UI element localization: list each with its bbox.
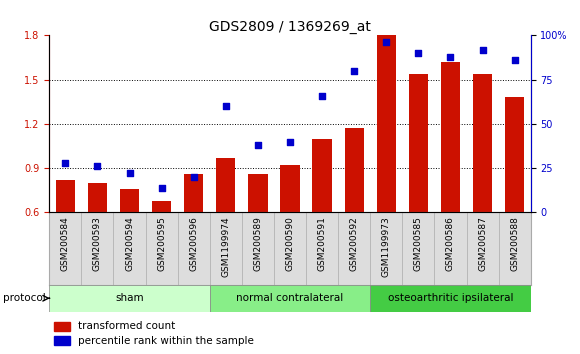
Text: transformed count: transformed count — [78, 321, 175, 331]
Bar — [441, 62, 460, 301]
Bar — [505, 97, 524, 301]
Point — [157, 185, 166, 190]
Bar — [120, 189, 139, 301]
Text: GSM200587: GSM200587 — [478, 216, 487, 271]
Text: GSM200596: GSM200596 — [189, 216, 198, 271]
Bar — [54, 322, 70, 331]
Point — [285, 139, 295, 144]
Bar — [376, 35, 396, 301]
Bar — [88, 183, 107, 301]
Bar — [152, 201, 171, 301]
Bar — [280, 165, 300, 301]
Text: GSM200593: GSM200593 — [93, 216, 102, 271]
Text: GSM200592: GSM200592 — [350, 216, 358, 271]
FancyBboxPatch shape — [370, 285, 531, 312]
Point — [61, 160, 70, 166]
Text: GSM200586: GSM200586 — [446, 216, 455, 271]
Point — [382, 40, 391, 45]
Point — [125, 171, 134, 176]
Point — [189, 174, 198, 180]
Text: GSM200584: GSM200584 — [61, 216, 70, 271]
Bar — [313, 139, 332, 301]
FancyBboxPatch shape — [49, 285, 210, 312]
Text: protocol: protocol — [3, 293, 46, 303]
Bar — [56, 180, 75, 301]
FancyBboxPatch shape — [210, 285, 370, 312]
Point — [510, 57, 519, 63]
Text: GSM200590: GSM200590 — [285, 216, 295, 271]
Point — [414, 50, 423, 56]
Point — [350, 68, 359, 74]
Text: GSM1199973: GSM1199973 — [382, 216, 391, 277]
Bar — [248, 174, 267, 301]
Text: GSM200595: GSM200595 — [157, 216, 166, 271]
Text: GSM1199974: GSM1199974 — [222, 216, 230, 277]
Point — [317, 93, 327, 98]
Text: sham: sham — [115, 293, 144, 303]
Title: GDS2809 / 1369269_at: GDS2809 / 1369269_at — [209, 21, 371, 34]
Text: GSM200589: GSM200589 — [253, 216, 262, 271]
Text: GSM200591: GSM200591 — [318, 216, 327, 271]
Bar — [184, 174, 204, 301]
Text: percentile rank within the sample: percentile rank within the sample — [78, 336, 254, 346]
Text: osteoarthritic ipsilateral: osteoarthritic ipsilateral — [387, 293, 513, 303]
Point — [478, 47, 487, 52]
Bar — [473, 74, 492, 301]
Point — [93, 164, 102, 169]
Bar — [345, 129, 364, 301]
Text: normal contralateral: normal contralateral — [237, 293, 343, 303]
Bar — [216, 158, 235, 301]
Point — [253, 142, 263, 148]
Point — [221, 103, 230, 109]
Bar — [409, 74, 428, 301]
Text: GSM200585: GSM200585 — [414, 216, 423, 271]
Bar — [54, 336, 70, 345]
Text: GSM200588: GSM200588 — [510, 216, 519, 271]
Text: GSM200594: GSM200594 — [125, 216, 134, 271]
Point — [446, 54, 455, 59]
